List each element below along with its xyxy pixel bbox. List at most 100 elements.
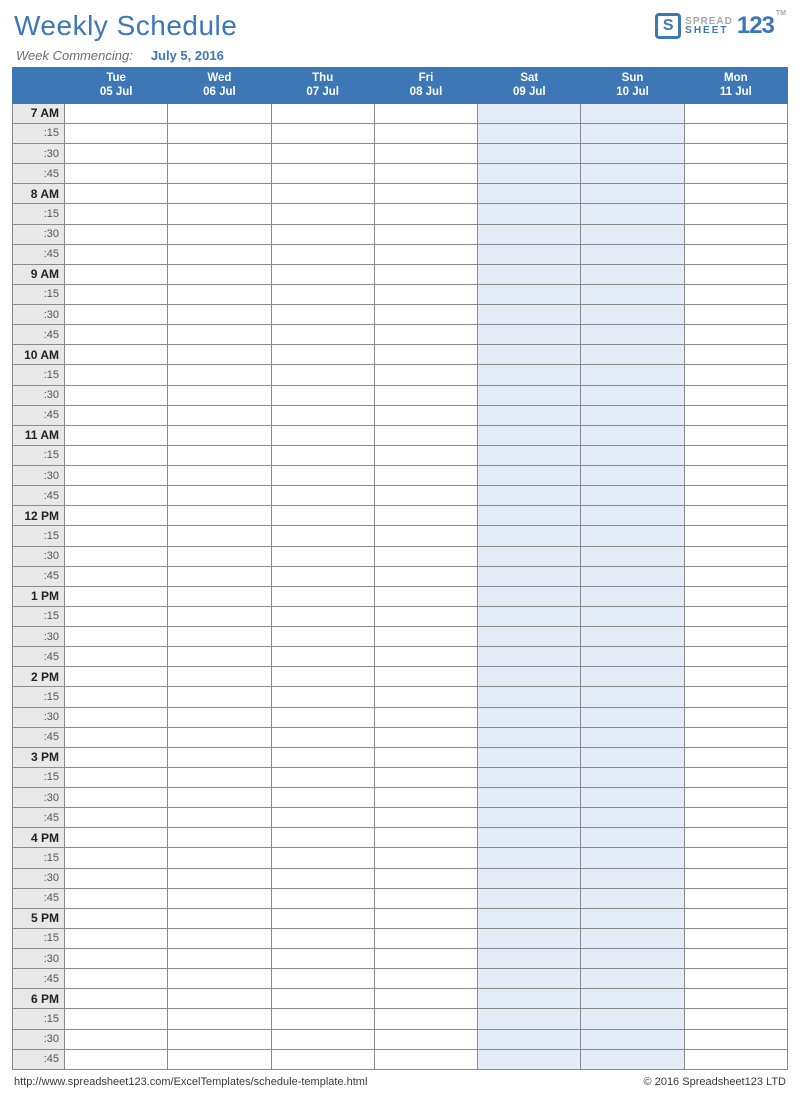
schedule-cell[interactable] [478, 868, 581, 888]
schedule-cell[interactable] [581, 928, 684, 948]
schedule-cell[interactable] [271, 667, 374, 687]
schedule-cell[interactable] [581, 868, 684, 888]
schedule-cell[interactable] [374, 888, 477, 908]
schedule-cell[interactable] [478, 365, 581, 385]
schedule-cell[interactable] [65, 868, 168, 888]
schedule-cell[interactable] [65, 526, 168, 546]
schedule-cell[interactable] [65, 305, 168, 325]
schedule-cell[interactable] [65, 244, 168, 264]
schedule-cell[interactable] [168, 425, 271, 445]
schedule-cell[interactable] [168, 969, 271, 989]
schedule-cell[interactable] [684, 949, 787, 969]
schedule-cell[interactable] [65, 425, 168, 445]
schedule-cell[interactable] [684, 164, 787, 184]
schedule-cell[interactable] [478, 264, 581, 284]
schedule-cell[interactable] [271, 204, 374, 224]
schedule-cell[interactable] [684, 687, 787, 707]
schedule-cell[interactable] [374, 767, 477, 787]
schedule-cell[interactable] [65, 969, 168, 989]
schedule-cell[interactable] [65, 949, 168, 969]
schedule-cell[interactable] [168, 788, 271, 808]
schedule-cell[interactable] [168, 284, 271, 304]
schedule-cell[interactable] [581, 848, 684, 868]
schedule-cell[interactable] [271, 466, 374, 486]
schedule-cell[interactable] [374, 687, 477, 707]
schedule-cell[interactable] [271, 1029, 374, 1049]
schedule-cell[interactable] [374, 164, 477, 184]
schedule-cell[interactable] [374, 868, 477, 888]
schedule-cell[interactable] [684, 526, 787, 546]
schedule-cell[interactable] [271, 868, 374, 888]
schedule-cell[interactable] [168, 546, 271, 566]
schedule-cell[interactable] [374, 204, 477, 224]
schedule-cell[interactable] [374, 848, 477, 868]
schedule-cell[interactable] [478, 667, 581, 687]
schedule-cell[interactable] [581, 727, 684, 747]
schedule-cell[interactable] [478, 647, 581, 667]
schedule-cell[interactable] [684, 566, 787, 586]
schedule-cell[interactable] [271, 828, 374, 848]
schedule-cell[interactable] [478, 224, 581, 244]
schedule-cell[interactable] [374, 1029, 477, 1049]
schedule-cell[interactable] [168, 244, 271, 264]
schedule-cell[interactable] [478, 767, 581, 787]
schedule-cell[interactable] [478, 606, 581, 626]
schedule-cell[interactable] [478, 848, 581, 868]
schedule-cell[interactable] [684, 707, 787, 727]
schedule-cell[interactable] [581, 687, 684, 707]
schedule-cell[interactable] [581, 144, 684, 164]
schedule-cell[interactable] [65, 466, 168, 486]
schedule-cell[interactable] [684, 305, 787, 325]
schedule-cell[interactable] [65, 767, 168, 787]
schedule-cell[interactable] [478, 184, 581, 204]
schedule-cell[interactable] [168, 949, 271, 969]
schedule-cell[interactable] [65, 224, 168, 244]
schedule-cell[interactable] [478, 405, 581, 425]
schedule-cell[interactable] [581, 707, 684, 727]
schedule-cell[interactable] [684, 828, 787, 848]
schedule-cell[interactable] [65, 989, 168, 1009]
schedule-cell[interactable] [684, 928, 787, 948]
schedule-cell[interactable] [65, 445, 168, 465]
schedule-cell[interactable] [684, 1009, 787, 1029]
schedule-cell[interactable] [65, 123, 168, 143]
schedule-cell[interactable] [271, 224, 374, 244]
schedule-cell[interactable] [374, 828, 477, 848]
schedule-cell[interactable] [581, 405, 684, 425]
schedule-cell[interactable] [271, 486, 374, 506]
schedule-cell[interactable] [65, 103, 168, 123]
schedule-cell[interactable] [684, 144, 787, 164]
schedule-cell[interactable] [684, 727, 787, 747]
schedule-cell[interactable] [65, 345, 168, 365]
schedule-cell[interactable] [168, 264, 271, 284]
schedule-cell[interactable] [271, 345, 374, 365]
schedule-cell[interactable] [581, 284, 684, 304]
schedule-cell[interactable] [684, 365, 787, 385]
schedule-cell[interactable] [168, 868, 271, 888]
schedule-cell[interactable] [478, 928, 581, 948]
schedule-cell[interactable] [581, 667, 684, 687]
schedule-cell[interactable] [168, 928, 271, 948]
schedule-cell[interactable] [581, 788, 684, 808]
schedule-cell[interactable] [374, 365, 477, 385]
schedule-cell[interactable] [65, 908, 168, 928]
schedule-cell[interactable] [684, 264, 787, 284]
schedule-cell[interactable] [271, 969, 374, 989]
schedule-cell[interactable] [374, 969, 477, 989]
schedule-cell[interactable] [581, 184, 684, 204]
schedule-cell[interactable] [168, 828, 271, 848]
schedule-cell[interactable] [374, 123, 477, 143]
schedule-cell[interactable] [581, 164, 684, 184]
schedule-cell[interactable] [581, 908, 684, 928]
schedule-cell[interactable] [581, 486, 684, 506]
schedule-cell[interactable] [65, 1009, 168, 1029]
schedule-cell[interactable] [271, 546, 374, 566]
schedule-cell[interactable] [374, 305, 477, 325]
schedule-cell[interactable] [271, 506, 374, 526]
schedule-cell[interactable] [168, 466, 271, 486]
schedule-cell[interactable] [581, 345, 684, 365]
schedule-cell[interactable] [374, 989, 477, 1009]
schedule-cell[interactable] [374, 727, 477, 747]
schedule-cell[interactable] [168, 667, 271, 687]
schedule-cell[interactable] [168, 103, 271, 123]
